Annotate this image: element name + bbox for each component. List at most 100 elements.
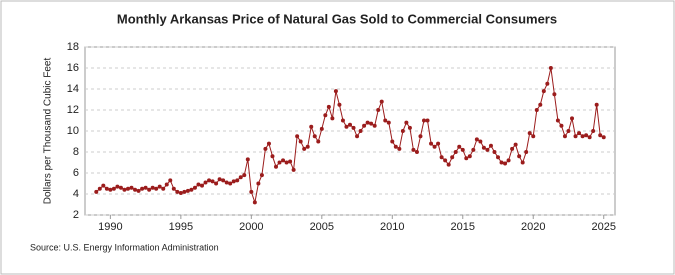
data-point [125, 186, 130, 191]
data-point [369, 121, 374, 126]
data-point [199, 183, 204, 188]
data-point [122, 187, 127, 192]
data-point [192, 185, 197, 190]
data-point [407, 125, 412, 130]
data-point [510, 146, 515, 151]
data-point [555, 118, 560, 123]
data-point [214, 181, 219, 186]
data-point [147, 187, 152, 192]
data-point [266, 141, 271, 146]
data-point [591, 129, 596, 133]
data-point [168, 178, 173, 183]
y-tick-label: 16 [67, 62, 79, 74]
data-point [309, 124, 314, 129]
data-point [379, 99, 384, 104]
data-point [291, 167, 296, 172]
data-point [587, 135, 592, 140]
y-tick-label: 18 [67, 41, 79, 53]
data-point [161, 186, 166, 191]
data-point [348, 122, 352, 127]
data-point [577, 131, 582, 136]
data-point [474, 137, 479, 142]
data-point [333, 89, 338, 94]
data-point [249, 189, 254, 194]
data-point [397, 146, 402, 151]
x-tick-label: 2020 [521, 221, 545, 233]
data-point [154, 186, 159, 191]
data-point [485, 147, 490, 152]
data-point [594, 102, 599, 107]
data-point [326, 104, 331, 109]
data-point [460, 147, 465, 152]
y-tick-label: 12 [67, 104, 79, 116]
data-point [252, 200, 257, 205]
data-point [203, 180, 208, 185]
data-point [527, 131, 532, 136]
data-point [598, 133, 603, 138]
data-point [157, 184, 162, 189]
data-point [231, 179, 236, 184]
data-point [319, 126, 324, 131]
data-point [355, 134, 360, 139]
data-point [552, 92, 557, 97]
data-point [404, 120, 409, 125]
data-point [390, 139, 395, 144]
data-point [383, 118, 388, 123]
data-point [217, 177, 222, 182]
data-point [414, 150, 419, 154]
data-point [277, 160, 282, 165]
data-point [263, 146, 268, 151]
data-point [164, 182, 169, 187]
data-point [457, 144, 462, 149]
data-point [245, 157, 250, 162]
data-point [133, 187, 138, 192]
data-point [570, 116, 575, 121]
data-point [281, 158, 286, 163]
data-point [418, 134, 423, 139]
data-point [111, 186, 116, 191]
data-point [393, 144, 398, 149]
data-point [524, 150, 529, 154]
data-point [531, 134, 536, 139]
data-point [312, 134, 317, 139]
data-point [182, 189, 187, 194]
data-point [305, 144, 310, 149]
data-point [534, 108, 539, 112]
y-axis-label: Dollars per Thousand Cubic Feet [43, 58, 54, 205]
data-point [513, 142, 518, 147]
data-point [566, 129, 571, 133]
data-point [503, 161, 508, 166]
data-point [358, 129, 363, 133]
data-point [101, 183, 106, 188]
data-point [365, 120, 370, 125]
data-point [270, 154, 275, 159]
x-tick-label: 2000 [239, 221, 263, 233]
data-point [499, 160, 504, 165]
y-tick-label: 2 [73, 209, 79, 221]
data-point [337, 102, 342, 107]
data-point [108, 187, 113, 192]
data-point [446, 162, 451, 167]
data-point [298, 139, 303, 144]
data-point [517, 154, 522, 159]
data-point [450, 155, 455, 160]
y-tick-label: 6 [73, 167, 79, 179]
data-point [344, 124, 349, 129]
data-point [464, 156, 469, 161]
data-point [548, 66, 553, 70]
data-point [185, 188, 190, 193]
x-tick-label: 1995 [169, 221, 193, 233]
data-point [601, 135, 606, 140]
data-point [175, 189, 180, 194]
data-point [467, 154, 472, 159]
data-point [340, 118, 345, 123]
data-point [302, 146, 307, 151]
data-point [488, 143, 493, 148]
data-point [351, 125, 356, 130]
data-point [196, 182, 201, 187]
data-point [481, 145, 486, 150]
data-point [372, 123, 377, 128]
data-point [559, 123, 564, 128]
